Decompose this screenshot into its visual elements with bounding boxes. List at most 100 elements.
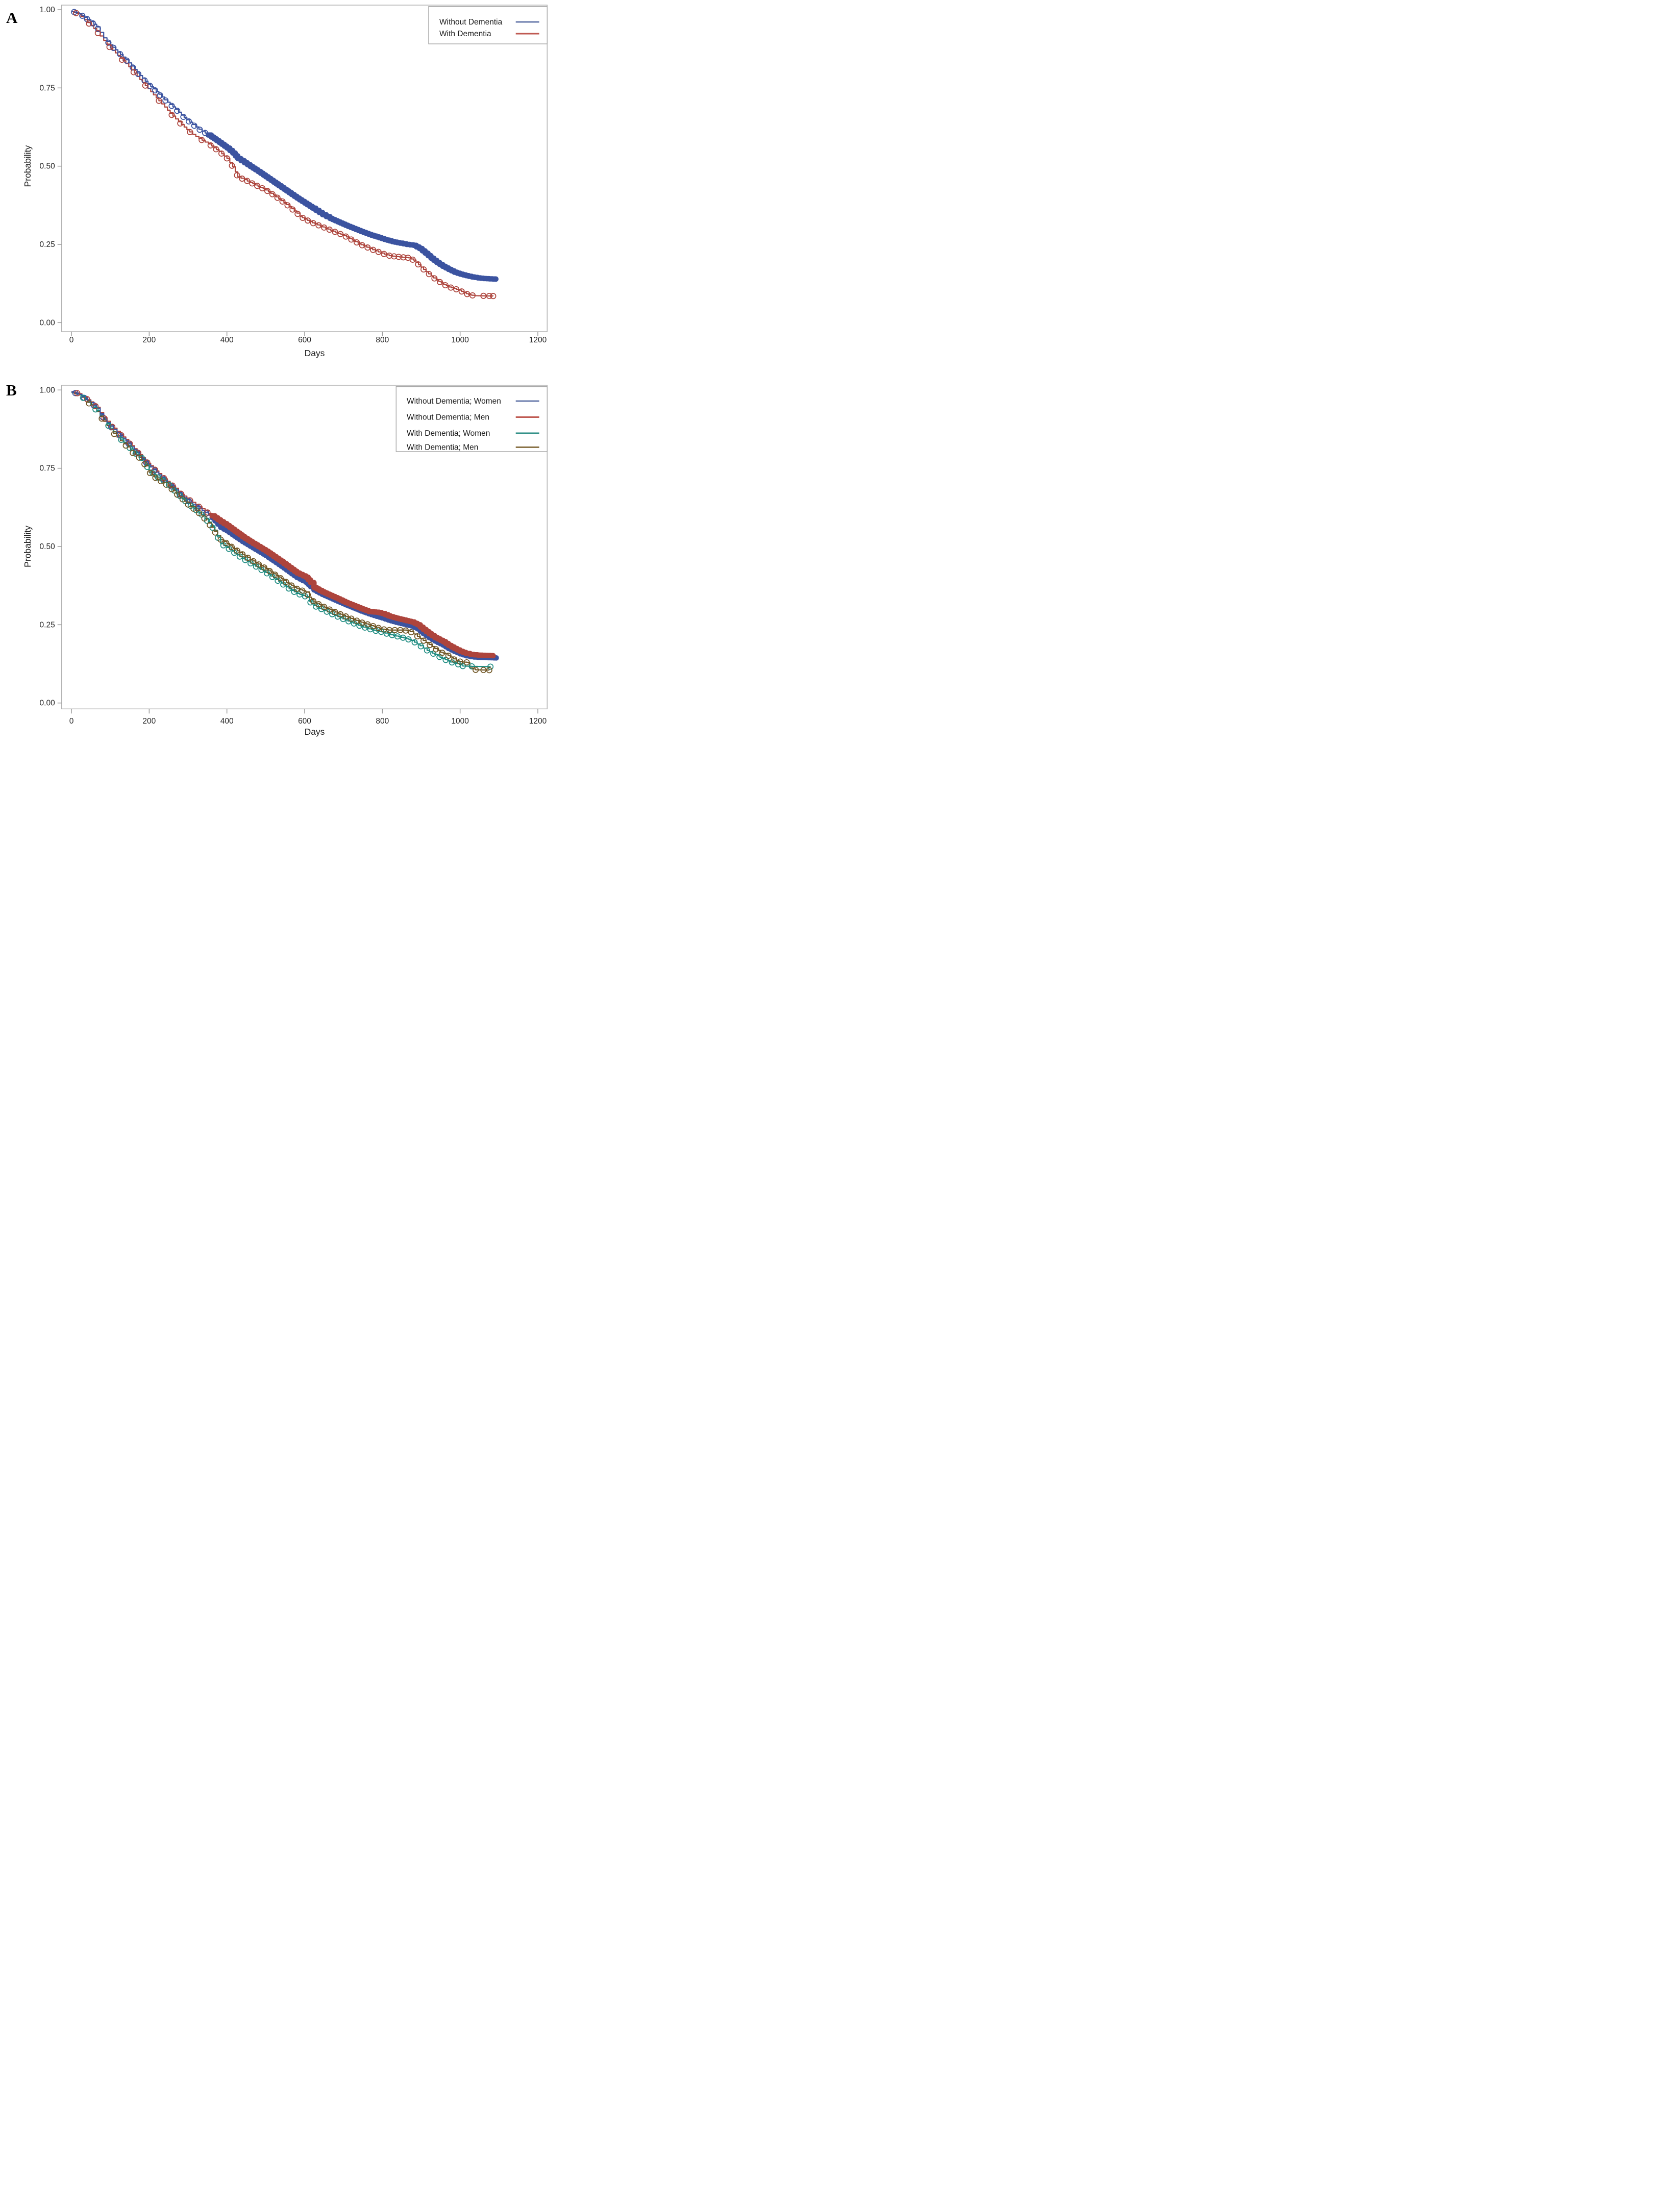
censor-mark-circle bbox=[239, 551, 246, 558]
censor-mark-circle bbox=[163, 481, 169, 488]
censor-mark-circle bbox=[162, 97, 169, 104]
censor-mark-circle bbox=[299, 587, 306, 594]
x-tick-label: 400 bbox=[220, 336, 234, 344]
censor-mark-circle bbox=[272, 571, 279, 578]
legend-item-label: Without Dementia; Men bbox=[407, 413, 489, 422]
censor-mark-circle bbox=[321, 604, 328, 610]
censor-mark-circle bbox=[250, 558, 257, 564]
censor-mark-circle bbox=[212, 529, 218, 536]
panel-letter-B: B bbox=[6, 381, 17, 399]
censor-mark-circle bbox=[415, 261, 422, 268]
censor-mark-circle bbox=[105, 422, 112, 429]
censor-mark-circle bbox=[168, 112, 175, 118]
legend-item-label: Without Dementia; Women bbox=[407, 397, 501, 406]
km-censor-band-without-dementia-men bbox=[209, 513, 496, 659]
censor-mark-circle bbox=[185, 501, 191, 508]
censor-mark-circle bbox=[146, 83, 153, 89]
censor-mark-circle bbox=[315, 601, 322, 608]
plot-frame bbox=[61, 5, 548, 332]
censor-mark-circle bbox=[391, 253, 398, 260]
censor-mark-circle bbox=[375, 248, 382, 255]
censor-mark-circle bbox=[111, 431, 117, 437]
censor-mark-circle bbox=[92, 406, 99, 413]
censor-mark-circle bbox=[174, 491, 181, 498]
censor-mark-circle bbox=[348, 236, 355, 243]
censor-mark-circle bbox=[168, 103, 175, 109]
censor-mark-circle bbox=[179, 496, 186, 503]
censor-mark-circle bbox=[94, 26, 101, 32]
censor-mark-circle bbox=[342, 613, 349, 620]
censor-mark-circle bbox=[348, 615, 355, 622]
y-tick-label: 0.75 bbox=[40, 84, 55, 92]
panel-letter-A: A bbox=[6, 9, 18, 27]
x-tick-label: 0 bbox=[69, 336, 74, 344]
panel-A: A 1.00 0.75 0.50 0.25 0.00 0 200 400 600 800 1000 12… bbox=[6, 5, 548, 358]
x-tick-label: 400 bbox=[220, 717, 234, 726]
censor-mark-circle bbox=[228, 543, 235, 550]
censor-mark-circle bbox=[305, 217, 311, 224]
censor-mark-circle bbox=[305, 591, 311, 598]
censor-mark-circle bbox=[424, 647, 430, 654]
x-tick-label: 1000 bbox=[451, 717, 469, 726]
censor-mark-circle bbox=[487, 663, 494, 670]
censor-mark-circle bbox=[229, 162, 235, 169]
censor-marks-with-dementia-men bbox=[86, 400, 492, 674]
censor-mark-circle bbox=[386, 253, 393, 259]
censor-mark-circle bbox=[417, 643, 424, 650]
censor-mark-circle bbox=[94, 30, 101, 36]
censor-mark-circle bbox=[294, 211, 301, 217]
censor-mark-circle bbox=[109, 424, 116, 430]
censor-mark-circle bbox=[468, 663, 475, 669]
censor-marks-without-dementia-men bbox=[74, 390, 211, 516]
x-tick-label: 200 bbox=[142, 336, 156, 344]
x-tick-label: 600 bbox=[298, 717, 311, 726]
censor-mark-circle bbox=[136, 454, 142, 461]
censor-mark-circle bbox=[234, 172, 240, 179]
censor-mark-circle bbox=[433, 646, 439, 653]
censor-mark-circle bbox=[354, 617, 360, 624]
censor-mark-circle bbox=[310, 220, 316, 227]
censor-mark-circle bbox=[106, 44, 113, 51]
censor-mark-circle bbox=[72, 390, 79, 396]
censor-mark-circle bbox=[480, 292, 487, 299]
censor-mark-circle bbox=[289, 206, 296, 213]
y-axis-label: Probability bbox=[22, 145, 33, 187]
censor-mark-circle bbox=[98, 415, 105, 422]
censor-mark-circle bbox=[332, 609, 338, 615]
censor-mark-circle bbox=[130, 450, 136, 456]
censor-mark-circle bbox=[187, 129, 193, 135]
x-tick-label: 800 bbox=[376, 717, 389, 726]
censor-mark-circle bbox=[486, 292, 492, 300]
censor-mark-circle bbox=[166, 482, 172, 488]
censor-mark-circle bbox=[408, 629, 414, 635]
censor-mark-circle bbox=[190, 505, 197, 512]
legend-box bbox=[395, 386, 548, 452]
censor-mark-circle bbox=[191, 122, 197, 129]
censor-mark-circle bbox=[342, 233, 349, 240]
censor-mark-circle bbox=[213, 146, 219, 153]
censor-mark-circle bbox=[490, 293, 497, 300]
censor-mark-circle bbox=[261, 564, 267, 571]
censor-mark-circle bbox=[375, 625, 382, 631]
km-curve-with-dementia-men bbox=[71, 392, 490, 671]
x-axis-label: Days bbox=[305, 727, 325, 737]
censor-mark-circle bbox=[264, 188, 270, 194]
censor-mark-circle bbox=[315, 222, 322, 229]
censor-mark-circle bbox=[130, 64, 136, 71]
censor-mark-circle bbox=[150, 470, 156, 477]
censor-mark-circle bbox=[321, 224, 328, 231]
censor-mark-circle bbox=[185, 118, 192, 125]
censor-mark-circle bbox=[158, 478, 164, 485]
censor-mark-circle bbox=[122, 442, 129, 449]
censor-mark-circle bbox=[337, 231, 344, 237]
censor-mark-circle bbox=[370, 246, 377, 253]
censor-mark-circle bbox=[400, 634, 406, 641]
legend-box bbox=[428, 6, 548, 44]
censor-mark-circle bbox=[480, 666, 487, 674]
censor-mark-circle bbox=[310, 598, 316, 605]
legend-item-label: With Dementia; Women bbox=[407, 429, 490, 438]
censor-mark-circle bbox=[146, 469, 153, 477]
censor-mark-circle bbox=[486, 667, 492, 674]
censor-mark-circle bbox=[405, 636, 412, 643]
censor-mark-circle bbox=[195, 510, 202, 516]
